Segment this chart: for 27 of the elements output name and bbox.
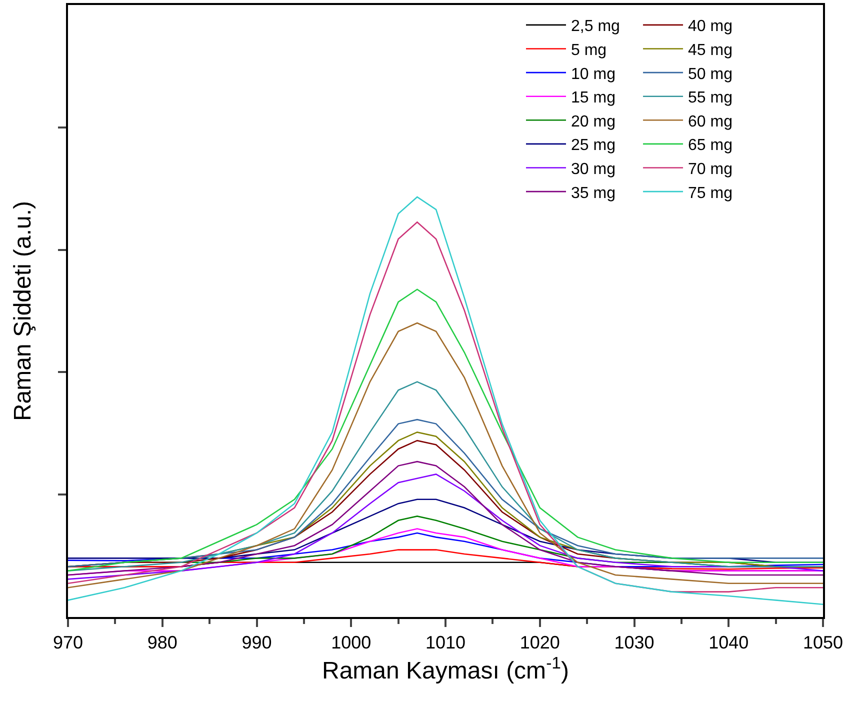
x-tick-label: 1020 bbox=[520, 632, 560, 653]
legend-label: 40 mg bbox=[688, 18, 732, 36]
x-tick-label: 980 bbox=[147, 632, 178, 653]
legend-label: 2,5 mg bbox=[571, 18, 620, 36]
legend-label: 20 mg bbox=[571, 113, 616, 130]
x-tick-label: 1040 bbox=[708, 632, 749, 653]
x-tick-label: 970 bbox=[52, 632, 84, 653]
legend-label: 45 mg bbox=[688, 42, 732, 59]
legend-label: 60 mg bbox=[688, 113, 732, 130]
legend-label: 5 mg bbox=[571, 42, 607, 59]
x-tick-label: 1050 bbox=[802, 632, 844, 653]
legend-label: 75 mg bbox=[688, 184, 732, 202]
y-axis-title: Raman Şiddeti (a.u.) bbox=[10, 200, 37, 422]
legend-label: 65 mg bbox=[688, 137, 732, 154]
legend-label: 30 mg bbox=[571, 161, 616, 178]
legend-label: 15 mg bbox=[571, 90, 616, 107]
legend-label: 35 mg bbox=[571, 184, 616, 202]
legend-label: 70 mg bbox=[688, 161, 732, 178]
legend-label: 10 mg bbox=[571, 66, 616, 83]
x-axis-title: Raman Kayması (cm$^{-1}$) bbox=[322, 653, 569, 684]
x-tick-label: 990 bbox=[242, 632, 272, 653]
x-tick-label: 1030 bbox=[614, 632, 654, 653]
x-tick-label: 1000 bbox=[331, 632, 372, 653]
x-tick-label: 1010 bbox=[425, 632, 466, 653]
legend-label: 25 mg bbox=[571, 137, 616, 154]
legend-label: 50 mg bbox=[688, 66, 732, 83]
legend-label: 55 mg bbox=[688, 90, 732, 107]
